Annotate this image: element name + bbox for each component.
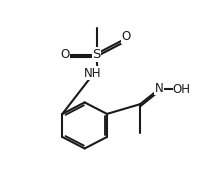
- Text: O: O: [60, 48, 69, 61]
- Text: S: S: [92, 48, 100, 61]
- Text: N: N: [154, 82, 163, 95]
- Text: OH: OH: [172, 83, 190, 96]
- Text: O: O: [121, 30, 130, 43]
- Text: NH: NH: [83, 67, 101, 80]
